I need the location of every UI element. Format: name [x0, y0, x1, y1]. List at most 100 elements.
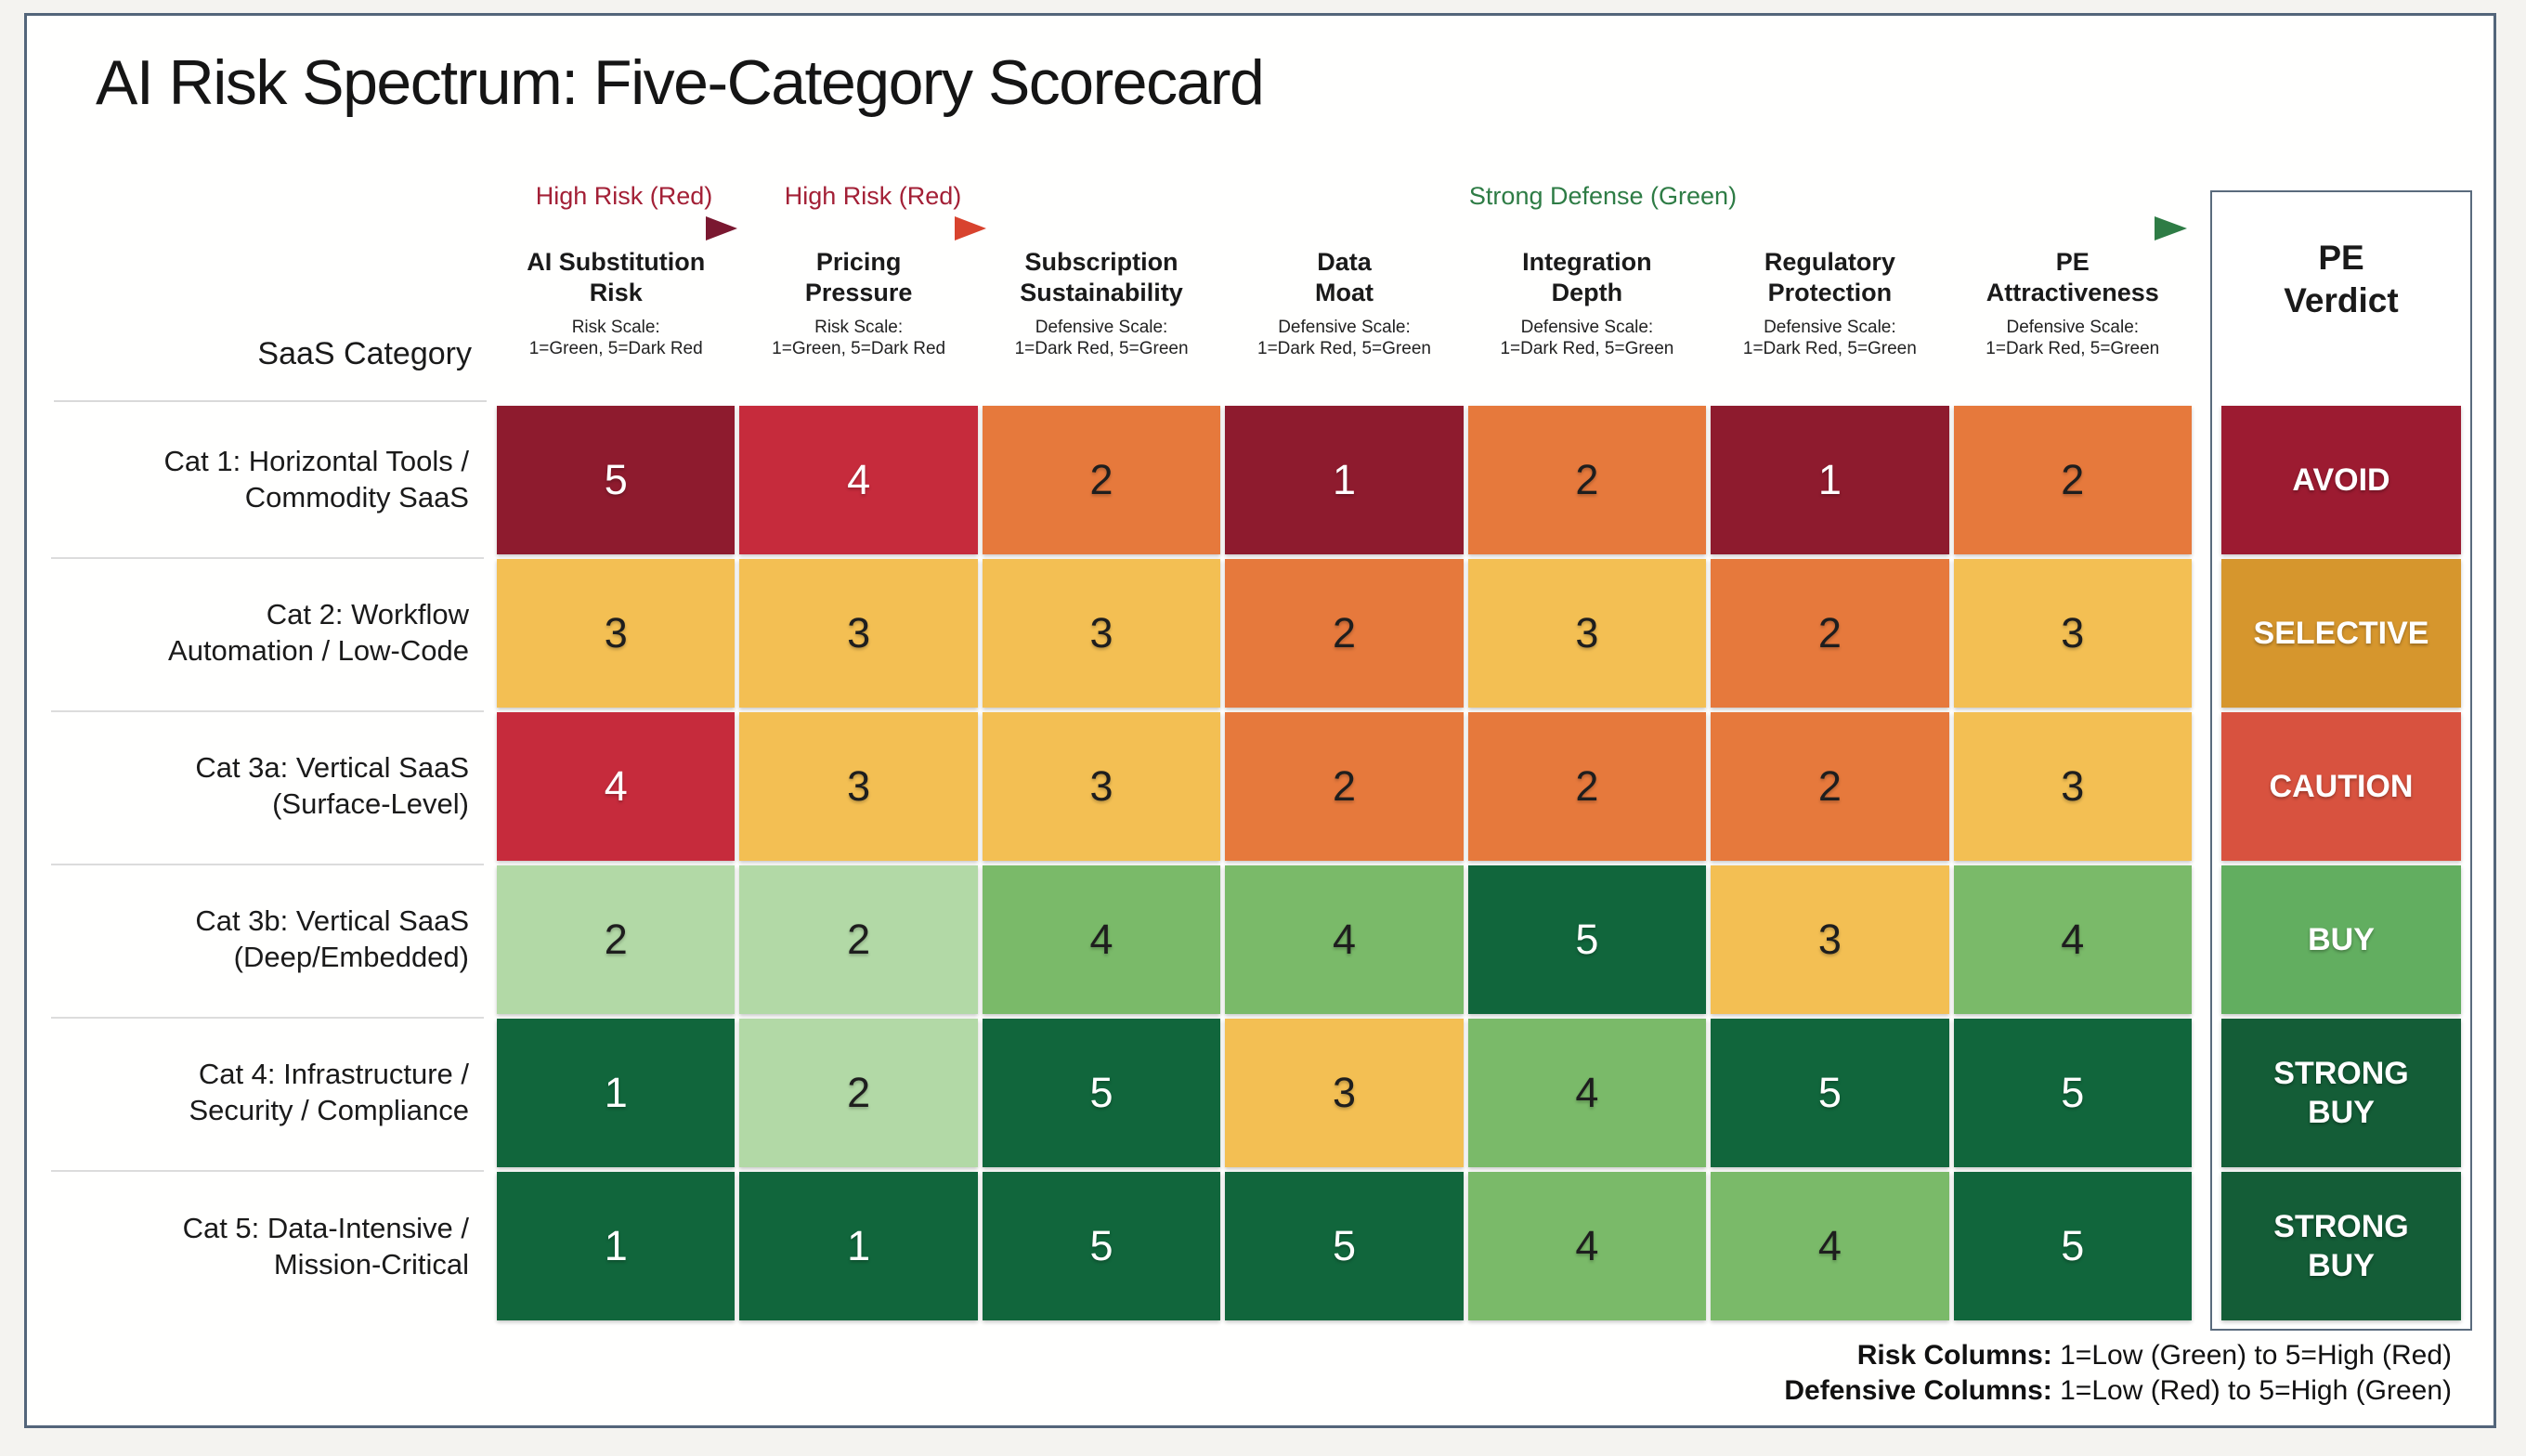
score-cell-r4-c2: 2: [739, 865, 978, 1014]
column-scale-line: 1=Dark Red, 5=Green: [1986, 339, 2160, 358]
column-title-line: Attractiveness: [1986, 279, 2159, 306]
column-title-line: Moat: [1314, 279, 1374, 306]
row-label-5: Cat 4: Infrastructure / Security / Compli…: [51, 1019, 484, 1172]
score-cell-r3-c5: 2: [1467, 712, 1707, 861]
column-scale-line: Defensive Scale:: [1764, 318, 1896, 337]
score-cell-r3-c4: 2: [1225, 712, 1464, 861]
score-cell-r5-c1: 1: [497, 1019, 736, 1167]
score-cell-r1-c7: 2: [1953, 406, 2192, 554]
verdict-cell-5: STRONG BUY: [2221, 1019, 2461, 1167]
row-label-line: Cat 3b: Vertical SaaS: [195, 904, 469, 937]
footnote-defensive: Defensive Columns: 1=Low (Red) to 5=High…: [1784, 1375, 2452, 1406]
column-scale-line: 1=Green, 5=Dark Red: [528, 339, 703, 358]
column-title-line: AI Substitution: [527, 248, 706, 276]
column-scale-line: 1=Dark Red, 5=Green: [1257, 339, 1431, 358]
column-title-line: PE: [2055, 248, 2090, 276]
column-title-line: Pricing: [815, 248, 902, 276]
column-header-6: Regulatory Protection Defensive Scale: 1=Da…: [1711, 247, 1948, 359]
score-cell-r2-c2: 3: [739, 559, 978, 708]
score-cell-r6-c2: 1: [739, 1172, 978, 1320]
column-title: Subscription Sustainability: [983, 247, 1220, 308]
score-cell-r6-c3: 5: [982, 1172, 1221, 1320]
column-title-line: Depth: [1551, 279, 1623, 306]
verdict-cell-4: BUY: [2221, 865, 2461, 1014]
row-label-1: Cat 1: Horizontal Tools / Commodity SaaS: [51, 406, 484, 559]
column-title: PE Attractiveness: [1954, 247, 2192, 308]
score-cell-r2-c7: 3: [1953, 559, 2192, 708]
right-arrow-icon: [511, 216, 737, 240]
score-cell-r5-c6: 5: [1711, 1019, 1949, 1167]
score-cell-r4-c1: 2: [497, 865, 736, 1014]
column-title-line: Subscription: [1024, 248, 1178, 276]
row-label-text: Cat 4: Infrastructure / Security / Compli…: [189, 1056, 469, 1128]
right-arrow-icon: [760, 216, 986, 240]
header-divider: [54, 400, 487, 402]
score-cell-r2-c5: 3: [1467, 559, 1707, 708]
column-scale-note: Defensive Scale: 1=Dark Red, 5=Green: [1954, 317, 2192, 359]
legend-arrow-label: Strong Defense (Green): [1468, 182, 1738, 210]
row-label-text: Cat 2: Workflow Automation / Low-Code: [168, 596, 469, 669]
score-cell-r1-c3: 2: [982, 406, 1221, 554]
column-scale-note: Risk Scale: 1=Green, 5=Dark Red: [739, 317, 977, 359]
legend-arrow-label: High Risk (Red): [535, 182, 713, 210]
score-cell-r1-c5: 2: [1467, 406, 1707, 554]
score-cell-r1-c4: 1: [1225, 406, 1464, 554]
column-header-2: Pricing Pressure Risk Scale: 1=Green, 5=Dar…: [739, 247, 977, 359]
footnote-risk: Risk Columns: 1=Low (Green) to 5=High (R…: [1856, 1340, 2452, 1371]
column-title: Regulatory Protection: [1711, 247, 1948, 308]
row-label-line: Cat 4: Infrastructure /: [198, 1058, 469, 1090]
column-scale-line: Risk Scale:: [814, 318, 904, 337]
row-label-line: (Surface-Level): [272, 787, 469, 820]
legend-arrow-high-risk-2: High Risk (Red): [758, 182, 988, 247]
pe-verdict-title-line: PE: [2318, 239, 2364, 277]
row-label-2: Cat 2: Workflow Automation / Low-Code: [51, 559, 484, 712]
score-cell-r4-c7: 4: [1953, 865, 2192, 1014]
score-cell-r6-c7: 5: [1953, 1172, 2192, 1320]
pe-verdict-title-line: Verdict: [2284, 281, 2399, 319]
score-cell-r5-c5: 4: [1467, 1019, 1707, 1167]
row-label-line: Cat 3a: Vertical SaaS: [195, 751, 469, 784]
column-headers: AI Substitution Risk Risk Scale: 1=Green, 5…: [497, 247, 2192, 359]
column-scale-note: Risk Scale: 1=Green, 5=Dark Red: [497, 317, 735, 359]
row-label-line: Mission-Critical: [273, 1248, 469, 1280]
score-cell-r4-c6: 3: [1711, 865, 1949, 1014]
row-label-line: Commodity SaaS: [244, 481, 469, 514]
score-cell-r3-c3: 3: [982, 712, 1221, 861]
column-scale-note: Defensive Scale: 1=Dark Red, 5=Green: [1711, 317, 1948, 359]
column-header-4: Data Moat Defensive Scale: 1=Dark Red, 5=Gr…: [1225, 247, 1463, 359]
column-scale-line: 1=Dark Red, 5=Green: [1014, 339, 1189, 358]
score-cell-r1-c2: 4: [739, 406, 978, 554]
score-cell-r4-c3: 4: [982, 865, 1221, 1014]
column-title-line: Data: [1317, 248, 1372, 276]
row-label-line: (Deep/Embedded): [233, 941, 469, 973]
score-cell-r2-c1: 3: [497, 559, 736, 708]
column-header-1: AI Substitution Risk Risk Scale: 1=Green, 5…: [497, 247, 735, 359]
score-cell-r5-c7: 5: [1953, 1019, 2192, 1167]
score-cell-r4-c4: 4: [1225, 865, 1464, 1014]
score-cell-r4-c5: 5: [1467, 865, 1707, 1014]
row-label-text: Cat 3a: Vertical SaaS (Surface-Level): [195, 749, 469, 822]
score-cell-r5-c3: 5: [982, 1019, 1221, 1167]
legend-arrow-high-risk-1: High Risk (Red): [509, 182, 739, 247]
score-cell-r3-c6: 2: [1711, 712, 1949, 861]
column-scale-note: Defensive Scale: 1=Dark Red, 5=Green: [1468, 317, 1706, 359]
column-scale-line: 1=Dark Red, 5=Green: [1500, 339, 1674, 358]
column-scale-line: Defensive Scale:: [1278, 318, 1411, 337]
row-label-line: Automation / Low-Code: [168, 634, 469, 667]
column-scale-note: Defensive Scale: 1=Dark Red, 5=Green: [983, 317, 1220, 359]
score-cell-r2-c6: 2: [1711, 559, 1949, 708]
pe-verdict-title: PE Verdict: [2212, 237, 2470, 322]
column-title: AI Substitution Risk: [497, 247, 735, 308]
row-label-line: Cat 5: Data-Intensive /: [182, 1212, 469, 1244]
column-title-line: Regulatory: [1764, 248, 1895, 276]
column-header-3: Subscription Sustainability Defensive Scal…: [983, 247, 1220, 359]
right-arrow-icon: [1018, 216, 2187, 240]
score-cell-r1-c6: 1: [1711, 406, 1949, 554]
score-cell-r6-c5: 4: [1467, 1172, 1707, 1320]
pe-verdict-cells: AVOID SELECTIVE CAUTION BUY STRONG BUY STRONG…: [2221, 406, 2461, 1320]
column-title-line: Risk: [589, 279, 643, 306]
score-cell-r2-c3: 3: [982, 559, 1221, 708]
column-header-7: PE Attractiveness Defensive Scale: 1=Dark R…: [1954, 247, 2192, 359]
column-scale-line: 1=Dark Red, 5=Green: [1742, 339, 1917, 358]
